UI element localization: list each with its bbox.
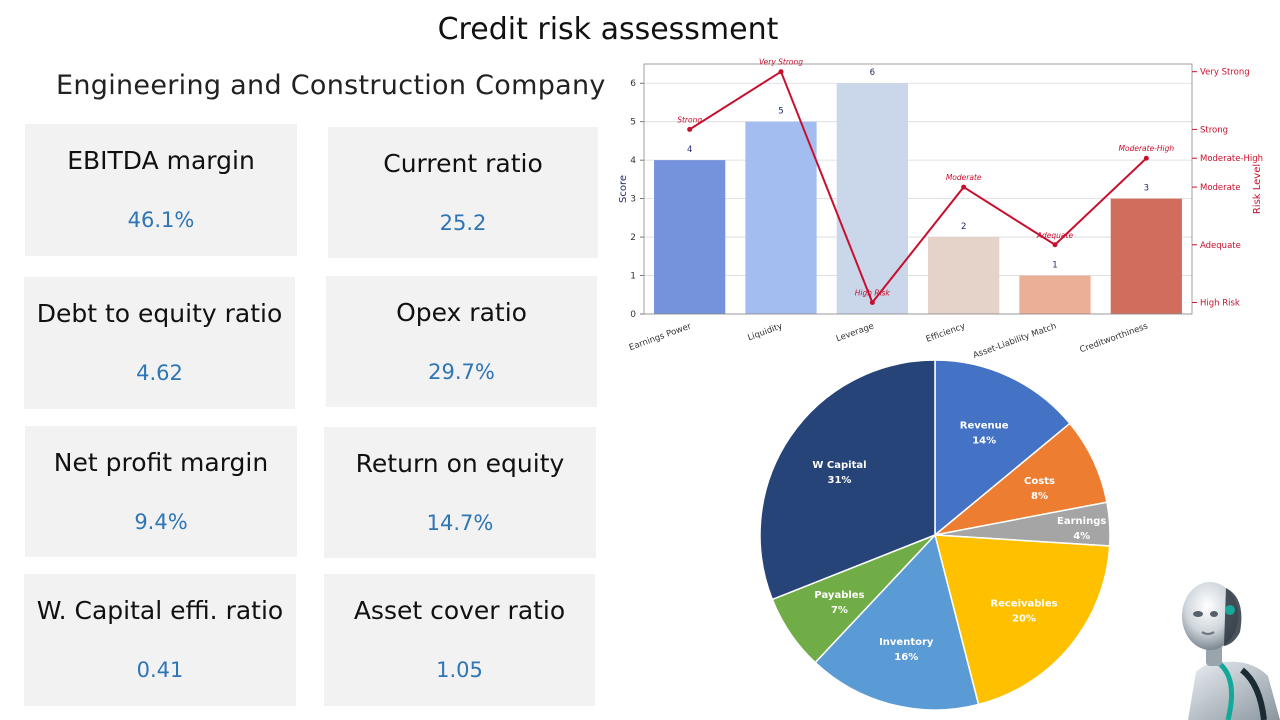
- robot-mascot-image: [1182, 582, 1280, 720]
- pie-slice-label: Inventory: [879, 637, 934, 648]
- financial-breakdown-pie-chart: Revenue 14% Costs 8% Earnings 4% Receivables 20…: [759, 359, 1111, 711]
- pie-slice-label: Earnings: [1057, 516, 1106, 527]
- risk-tick-label: Very Strong: [1200, 68, 1250, 78]
- pie-slice-label: Revenue: [960, 420, 1009, 431]
- pie-slice-label: Costs: [1024, 476, 1055, 487]
- metric-label: Current ratio: [383, 149, 543, 178]
- metric-value: 46.1%: [127, 208, 195, 232]
- risk-tick-label: Moderate: [1200, 183, 1240, 193]
- metric-value: 9.4%: [134, 510, 188, 534]
- pie-slice-percent: 14%: [972, 435, 996, 446]
- pie-slice-percent: 16%: [894, 652, 918, 663]
- bar: [745, 121, 817, 314]
- x-tick-label: Liquidity: [746, 321, 784, 343]
- metric-value: 1.05: [436, 658, 483, 682]
- metric-card-return-on-equity: Return on equity 14.7%: [324, 427, 596, 558]
- y-tick-label: 4: [630, 156, 636, 166]
- risk-point: [1143, 155, 1149, 161]
- metric-card-wcapital-efficiency: W. Capital effi. ratio 0.41: [24, 574, 296, 706]
- y-tick-label: 2: [630, 233, 636, 243]
- bar-value-label: 4: [687, 145, 692, 155]
- y-tick-label: 6: [630, 79, 636, 89]
- pie-slice-percent: 31%: [828, 475, 852, 486]
- metric-label: Debt to equity ratio: [36, 299, 283, 328]
- x-tick-label: Asset-Liability Match: [972, 321, 1058, 358]
- bar: [1110, 198, 1182, 314]
- metric-value: 25.2: [439, 211, 487, 235]
- bar: [836, 83, 908, 314]
- risk-point-label: Strong: [677, 115, 702, 124]
- risk-point-label: Very Strong: [759, 58, 803, 67]
- metric-label: W. Capital effi. ratio: [36, 596, 284, 625]
- x-tick-label: Earnings Power: [628, 321, 693, 353]
- pie-slice-label: Payables: [814, 590, 864, 601]
- risk-tick-label: High Risk: [1200, 298, 1240, 308]
- metric-value: 4.62: [136, 361, 183, 385]
- metric-card-ebitda-margin: EBITDA margin 46.1%: [25, 124, 297, 256]
- metric-label: Asset cover ratio: [353, 596, 566, 625]
- pie-slice: [814, 533, 980, 711]
- pie-slice: [759, 359, 936, 601]
- credit-score-bar-chart: 0 1 2 3 4 5 6 4 Earnings Power 5 Liquidity 6 Leverag…: [618, 58, 1263, 358]
- risk-tick-label: Adequate: [1200, 241, 1241, 251]
- risk-axis-label: Risk Level: [1252, 164, 1263, 214]
- x-tick-label: Leverage: [835, 321, 875, 344]
- pie-slice-label: Receivables: [990, 599, 1057, 610]
- metric-card-current-ratio: Current ratio 25.2: [328, 127, 598, 258]
- bar: [928, 237, 1000, 314]
- metric-label: Opex ratio: [396, 298, 527, 327]
- risk-point-label: Adequate: [1036, 231, 1074, 240]
- bar-value-label: 3: [1144, 184, 1149, 194]
- y-tick-label: 3: [630, 195, 636, 205]
- risk-point: [869, 299, 875, 305]
- metric-card-debt-to-equity: Debt to equity ratio 4.62: [24, 277, 295, 409]
- bar-value-label: 5: [778, 107, 783, 117]
- pie-slice: [934, 534, 1111, 706]
- plot-frame: [643, 63, 1193, 315]
- metric-card-asset-cover-ratio: Asset cover ratio 1.05: [324, 574, 595, 706]
- bar: [654, 160, 726, 314]
- risk-point-label: Moderate: [946, 173, 982, 182]
- pie-slice-percent: 20%: [1012, 614, 1036, 625]
- metric-value: 0.41: [136, 658, 184, 682]
- y-tick-label: 5: [630, 118, 636, 128]
- metric-value: 14.7%: [426, 511, 494, 535]
- company-subtitle: Engineering and Construction Company: [56, 70, 606, 101]
- metric-value: 29.7%: [428, 360, 495, 384]
- bar-value-label: 2: [961, 222, 966, 232]
- pie-slice-percent: 4%: [1073, 531, 1090, 542]
- metric-label: EBITDA margin: [67, 146, 255, 175]
- pie-slice-label: W Capital: [812, 460, 866, 471]
- risk-point: [687, 126, 693, 132]
- pie-slice: [934, 359, 1071, 537]
- risk-point-label: Moderate-High: [1119, 144, 1175, 153]
- x-tick-label: Creditworthiness: [1079, 321, 1150, 355]
- bar: [1019, 275, 1091, 314]
- metric-label: Net profit margin: [53, 448, 269, 477]
- risk-point: [961, 184, 967, 190]
- bar-value-label: 6: [870, 68, 875, 78]
- metric-card-opex-ratio: Opex ratio 29.7%: [326, 276, 597, 407]
- metric-label: Return on equity: [355, 449, 565, 478]
- pie-slice-percent: 7%: [831, 605, 848, 616]
- metric-card-net-profit-margin: Net profit margin 9.4%: [25, 426, 297, 557]
- x-tick-label: Efficiency: [925, 321, 967, 344]
- risk-line: [689, 70, 1148, 305]
- y-tick-label: 1: [630, 272, 636, 282]
- y-axis-label: Score: [618, 175, 629, 203]
- page-title: Credit risk assessment: [437, 12, 779, 47]
- bar-value-label: 1: [1052, 261, 1057, 271]
- risk-tick-label: Strong: [1200, 125, 1228, 135]
- y-tick-label: 0: [630, 310, 636, 320]
- risk-tick-label: Moderate-High: [1200, 154, 1263, 164]
- risk-point: [778, 69, 784, 75]
- risk-point: [1052, 242, 1058, 248]
- pie-slice-percent: 8%: [1031, 491, 1048, 502]
- risk-point-label: High Risk: [855, 288, 891, 297]
